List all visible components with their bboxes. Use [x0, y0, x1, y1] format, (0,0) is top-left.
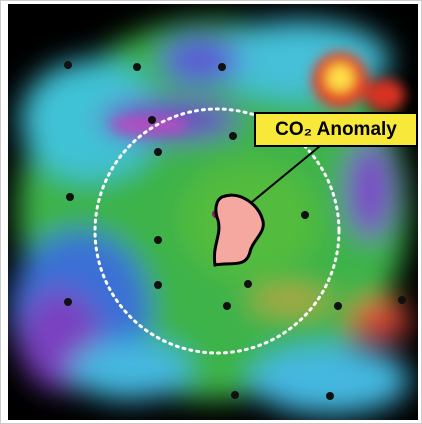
- callout-box: [254, 112, 418, 147]
- well-points: [64, 61, 406, 400]
- callout-label: CO₂ Anomaly: [275, 119, 397, 140]
- callout-line: [251, 145, 321, 203]
- survey-radius: [93, 107, 341, 355]
- heatmap: [10, 20, 410, 415]
- anomaly-zone: [212, 193, 265, 267]
